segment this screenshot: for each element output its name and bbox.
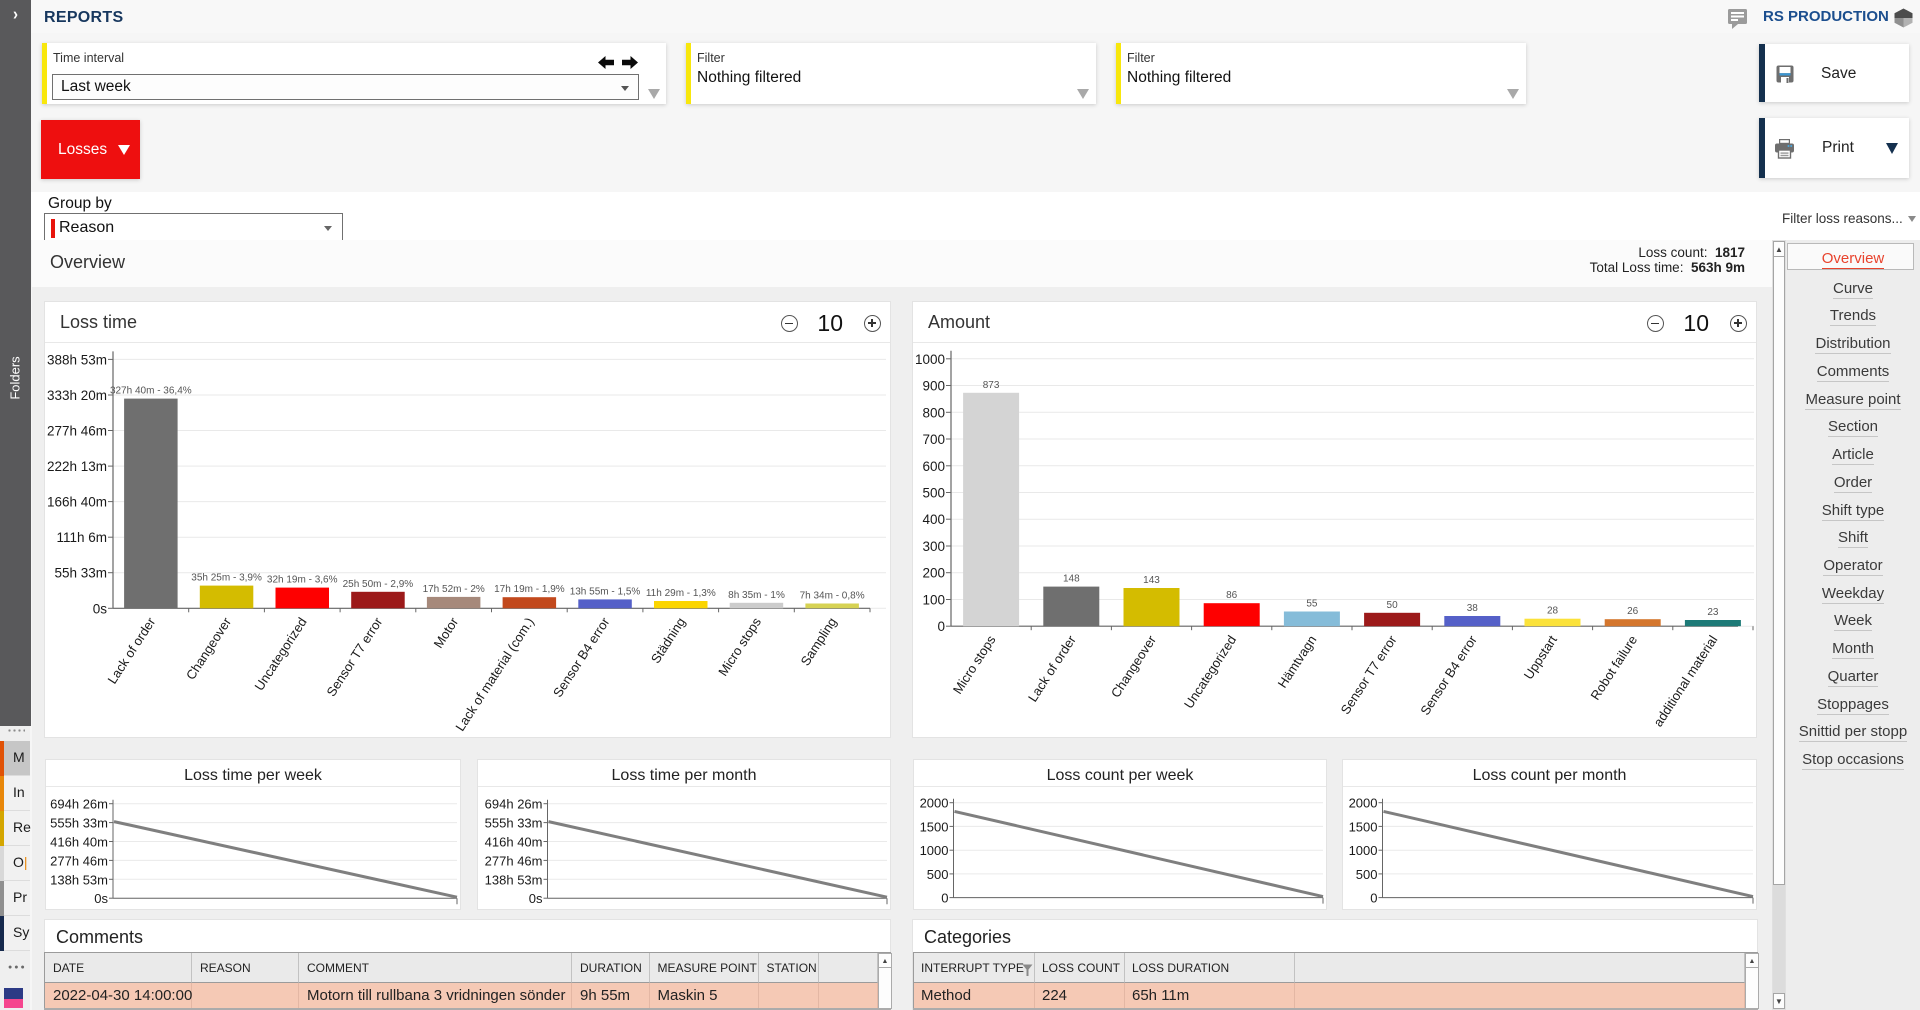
svg-text:2000: 2000: [920, 796, 949, 811]
svg-text:Sensor B4 error: Sensor B4 error: [550, 614, 613, 700]
svg-text:17h 52m - 2%: 17h 52m - 2%: [423, 584, 485, 595]
svg-text:0: 0: [937, 619, 945, 634]
svg-text:Uncategorized: Uncategorized: [251, 615, 309, 693]
svg-text:26: 26: [1627, 606, 1639, 617]
svg-text:0s: 0s: [94, 891, 108, 906]
svg-text:Lack of order: Lack of order: [104, 614, 158, 686]
svg-text:55h 33m: 55h 33m: [54, 566, 107, 581]
svg-text:Changeover: Changeover: [1108, 632, 1160, 700]
svg-text:100: 100: [922, 593, 945, 608]
svg-text:Hämtvagn: Hämtvagn: [1275, 633, 1320, 691]
svg-text:400: 400: [922, 512, 945, 527]
svg-text:600: 600: [922, 459, 945, 474]
svg-text:700: 700: [922, 432, 945, 447]
svg-text:23: 23: [1707, 607, 1719, 618]
svg-text:Sensor T7 error: Sensor T7 error: [323, 614, 385, 699]
svg-text:138h 53m: 138h 53m: [485, 872, 543, 887]
svg-text:143: 143: [1143, 575, 1160, 586]
svg-text:0s: 0s: [93, 601, 108, 616]
svg-text:Micro stops: Micro stops: [950, 632, 999, 696]
svg-text:300: 300: [922, 539, 945, 554]
svg-text:327h 40m - 36,4%: 327h 40m - 36,4%: [110, 386, 192, 397]
svg-text:86: 86: [1226, 590, 1238, 601]
svg-text:900: 900: [922, 379, 945, 394]
svg-text:166h 40m: 166h 40m: [47, 495, 107, 510]
svg-text:873: 873: [983, 380, 1000, 391]
svg-text:Micro stops: Micro stops: [715, 614, 764, 678]
svg-text:8h 35m - 1%: 8h 35m - 1%: [728, 590, 785, 601]
svg-text:Lack of material (com.): Lack of material (com.): [452, 615, 537, 734]
svg-text:388h 53m: 388h 53m: [47, 352, 107, 367]
svg-text:200: 200: [922, 566, 945, 581]
svg-text:7h 34m - 0,8%: 7h 34m - 0,8%: [800, 591, 865, 602]
svg-text:0: 0: [941, 891, 948, 906]
svg-text:694h 26m: 694h 26m: [485, 797, 543, 812]
svg-text:138h 53m: 138h 53m: [50, 872, 108, 887]
svg-text:277h 46m: 277h 46m: [47, 424, 107, 439]
svg-text:Robot failure: Robot failure: [1587, 633, 1640, 703]
svg-text:800: 800: [922, 405, 945, 420]
svg-text:Motor: Motor: [431, 614, 462, 651]
svg-text:1500: 1500: [920, 819, 949, 834]
svg-text:148: 148: [1063, 574, 1080, 585]
svg-text:Städning: Städning: [648, 615, 689, 666]
svg-text:1000: 1000: [920, 843, 949, 858]
svg-text:500: 500: [927, 867, 949, 882]
svg-text:38: 38: [1467, 603, 1479, 614]
svg-text:333h 20m: 333h 20m: [47, 388, 107, 403]
svg-text:500: 500: [1356, 867, 1378, 882]
svg-text:35h 25m - 3,9%: 35h 25m - 3,9%: [191, 573, 262, 584]
svg-text:1000: 1000: [1349, 843, 1378, 858]
svg-text:additional material: additional material: [1650, 633, 1720, 730]
svg-text:50: 50: [1387, 600, 1399, 611]
svg-text:55: 55: [1306, 599, 1318, 610]
svg-text:111h 6m: 111h 6m: [56, 530, 107, 545]
svg-text:Lack of order: Lack of order: [1025, 632, 1079, 704]
svg-text:0: 0: [1370, 891, 1377, 906]
svg-text:Sensor T7 error: Sensor T7 error: [1338, 632, 1400, 717]
svg-text:694h 26m: 694h 26m: [50, 797, 108, 812]
svg-text:Uppstart: Uppstart: [1521, 632, 1561, 682]
svg-text:555h 33m: 555h 33m: [50, 816, 108, 831]
svg-text:555h 33m: 555h 33m: [485, 816, 543, 831]
svg-text:32h 19m - 3,6%: 32h 19m - 3,6%: [267, 575, 338, 586]
svg-text:13h 55m - 1,5%: 13h 55m - 1,5%: [570, 586, 641, 597]
svg-text:25h 50m - 2,9%: 25h 50m - 2,9%: [343, 579, 414, 590]
svg-text:416h 40m: 416h 40m: [50, 835, 108, 850]
svg-text:1000: 1000: [915, 352, 945, 367]
svg-text:277h 46m: 277h 46m: [50, 853, 108, 868]
svg-text:1500: 1500: [1349, 819, 1378, 834]
svg-text:222h 13m: 222h 13m: [47, 459, 107, 474]
svg-text:Sampling: Sampling: [798, 615, 840, 669]
svg-text:11h 29m - 1,3%: 11h 29m - 1,3%: [646, 588, 716, 599]
svg-text:Sensor B4 error: Sensor B4 error: [1417, 632, 1480, 718]
svg-text:2000: 2000: [1349, 796, 1378, 811]
svg-text:0s: 0s: [529, 891, 543, 906]
svg-text:Uncategorized: Uncategorized: [1181, 633, 1239, 711]
svg-text:Changeover: Changeover: [183, 614, 235, 682]
svg-text:17h 19m - 1,9%: 17h 19m - 1,9%: [494, 584, 565, 595]
svg-text:28: 28: [1547, 606, 1559, 617]
svg-text:416h 40m: 416h 40m: [485, 835, 543, 850]
svg-text:277h 46m: 277h 46m: [485, 853, 543, 868]
svg-text:500: 500: [922, 486, 945, 501]
